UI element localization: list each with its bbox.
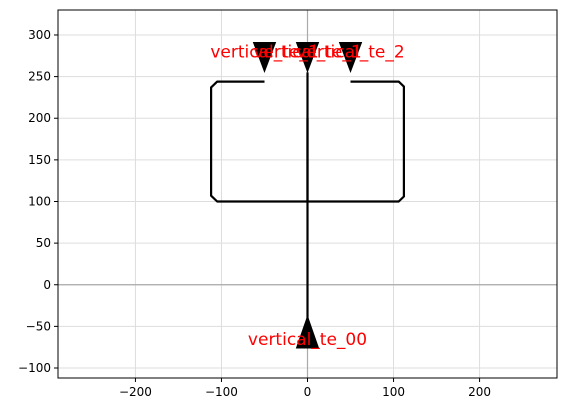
- x-tick-label: 200: [468, 385, 491, 399]
- port-label: vertical_te_1: [210, 43, 318, 63]
- grating-coupler-icon: [295, 41, 320, 74]
- port-label: vertical_te_00: [248, 330, 367, 350]
- y-tick-label: 100: [28, 194, 51, 208]
- port-labels: vertical_te_1vertical_te_1vertical_te_2v…: [210, 43, 404, 350]
- y-tick-label: 250: [28, 70, 51, 84]
- y-tick-label: 0: [43, 278, 51, 292]
- x-tick-label: 100: [382, 385, 405, 399]
- grating-coupler-icon: [252, 41, 277, 74]
- y-tick-label: 150: [28, 153, 51, 167]
- port-label: vertical_te_2: [296, 43, 404, 63]
- waveguide-paths: [210, 72, 405, 323]
- y-tick-label: 50: [36, 236, 51, 250]
- grating-coupler-icon: [295, 314, 320, 349]
- x-tick-label: −200: [119, 385, 152, 399]
- axis-ticks: −200 −100 0 100 200 −100 −50 0 50 100 150 200 250 300: [18, 28, 491, 399]
- x-tick-label: 0: [304, 385, 312, 399]
- route-left: [210, 80, 394, 203]
- port-label: vertical_te_1: [253, 43, 361, 63]
- y-tick-label: 200: [28, 111, 51, 125]
- y-tick-label: −50: [26, 319, 51, 333]
- y-tick-label: −100: [18, 361, 51, 375]
- y-tick-label: 300: [28, 28, 51, 42]
- port-markers: [252, 41, 363, 349]
- grating-coupler-icon: [338, 41, 363, 74]
- x-tick-label: −100: [205, 385, 238, 399]
- route-right: [350, 80, 405, 203]
